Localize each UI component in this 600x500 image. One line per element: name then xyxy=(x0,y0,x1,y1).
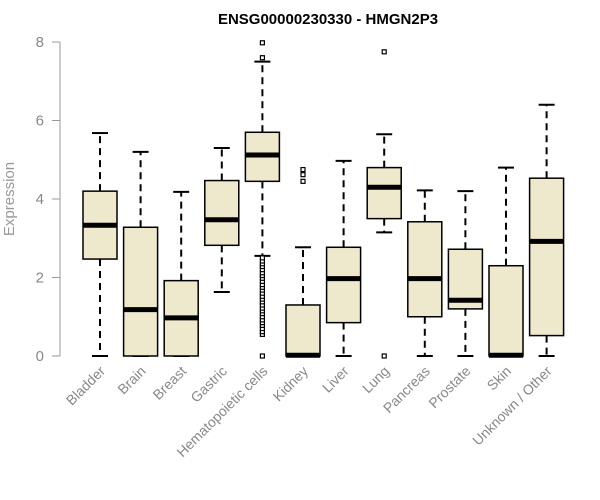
iqr-box xyxy=(528,177,565,337)
y-tick-label: 0 xyxy=(36,348,44,365)
box-7 xyxy=(366,49,402,359)
category-label: Prostate xyxy=(425,363,473,411)
y-tick-label: 2 xyxy=(36,270,44,287)
box-6 xyxy=(325,159,362,357)
box-5 xyxy=(285,166,321,358)
outlier-point xyxy=(381,353,387,359)
box-4 xyxy=(244,40,281,359)
outlier-point xyxy=(259,353,265,359)
box-1 xyxy=(122,150,159,357)
box-9 xyxy=(447,190,484,357)
outlier-point xyxy=(300,172,306,178)
y-tick-label: 8 xyxy=(36,34,44,51)
category-label: Brain xyxy=(114,363,148,397)
category-label: Lung xyxy=(359,363,392,396)
box-11 xyxy=(528,103,565,357)
outlier-point xyxy=(300,166,306,173)
outlier-point xyxy=(259,55,265,61)
iqr-box xyxy=(204,179,240,247)
box-0 xyxy=(82,132,118,357)
iqr-box xyxy=(488,264,524,357)
outlier-point xyxy=(259,255,265,261)
iqr-box xyxy=(122,226,159,357)
box-8 xyxy=(407,189,443,357)
outlier-point xyxy=(259,40,265,46)
box-3 xyxy=(204,146,240,294)
box-10 xyxy=(488,166,524,358)
iqr-box xyxy=(407,221,443,318)
y-axis-ticks: 0 2 4 6 8 xyxy=(36,34,60,365)
box-2 xyxy=(163,190,199,357)
iqr-box xyxy=(325,246,362,324)
category-label: Bladder xyxy=(63,363,109,409)
category-label: Skin xyxy=(484,363,515,394)
outlier-point xyxy=(300,178,306,184)
chart-title: ENSG00000230330 - HMGN2P3 xyxy=(218,11,438,28)
box-series xyxy=(82,40,565,359)
category-label: Breast xyxy=(149,363,189,403)
y-axis-label: Expression xyxy=(1,162,18,236)
y-tick-label: 6 xyxy=(36,113,44,130)
iqr-box xyxy=(366,166,402,220)
outlier-point xyxy=(381,49,387,55)
iqr-box xyxy=(285,304,321,357)
y-tick-label: 4 xyxy=(36,191,44,208)
category-label: Liver xyxy=(319,363,352,396)
category-label: Kidney xyxy=(270,363,312,405)
